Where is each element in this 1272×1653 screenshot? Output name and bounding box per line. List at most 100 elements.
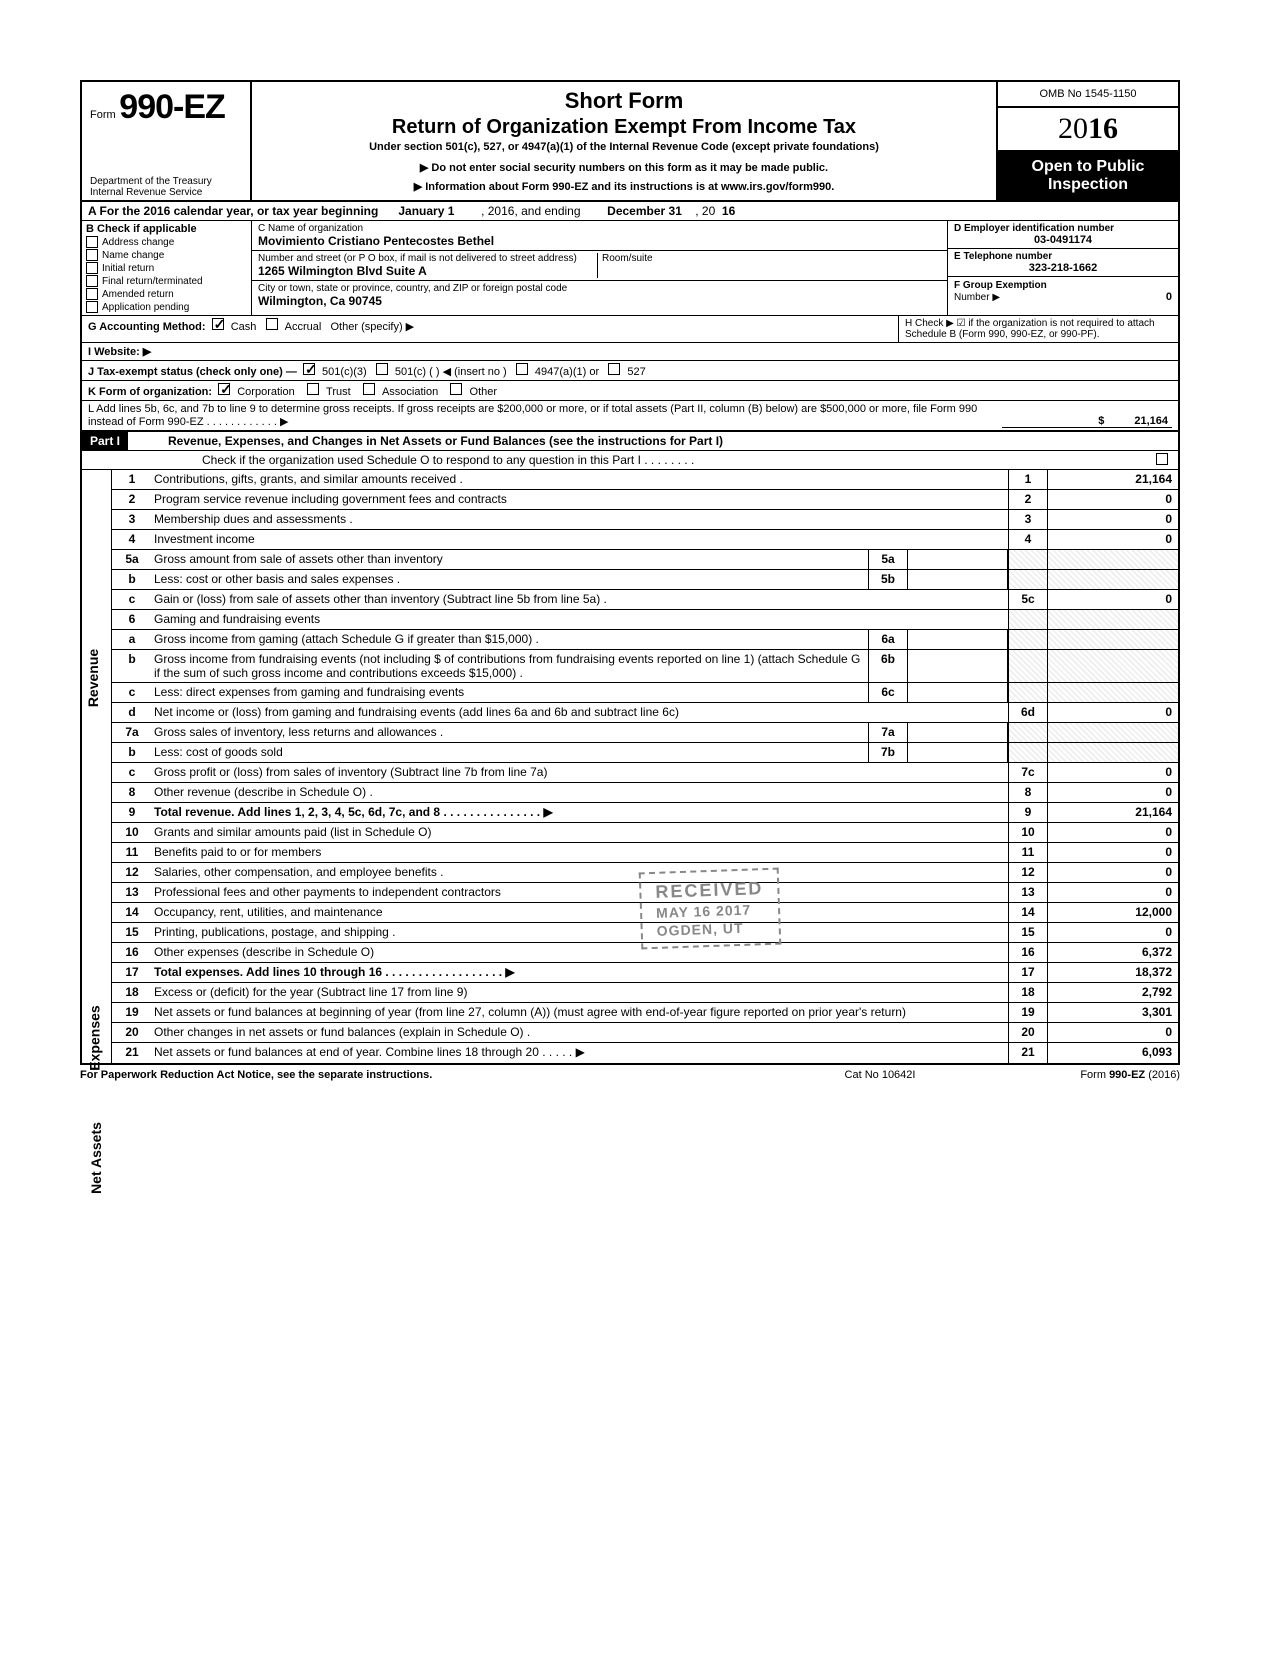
line-12: 12Salaries, other compensation, and empl… xyxy=(112,863,1178,883)
gross-receipts: 21,164 xyxy=(1134,415,1168,427)
right-num: 19 xyxy=(1008,1003,1048,1022)
line-num: 16 xyxy=(112,943,152,962)
line-num: 17 xyxy=(112,963,152,982)
right-num: 10 xyxy=(1008,823,1048,842)
right-val: 18,372 xyxy=(1048,963,1178,982)
right-num-shaded xyxy=(1008,743,1048,762)
line-17: 17Total expenses. Add lines 10 through 1… xyxy=(112,963,1178,983)
line-a: A For the 2016 calendar year, or tax yea… xyxy=(80,202,1180,221)
right-num: 1 xyxy=(1008,470,1048,489)
line-text: Total revenue. Add lines 1, 2, 3, 4, 5c,… xyxy=(152,803,1008,822)
right-num: 11 xyxy=(1008,843,1048,862)
cb-other-org[interactable] xyxy=(450,383,462,395)
line-text: Membership dues and assessments . xyxy=(152,510,1008,529)
section-c: C Name of organizationMovimiento Cristia… xyxy=(252,221,948,315)
right-val: 2,792 xyxy=(1048,983,1178,1002)
omb-number: OMB No 1545-1150 xyxy=(998,82,1178,108)
cb-initial-return[interactable]: Initial return xyxy=(86,262,247,274)
cb-cash[interactable] xyxy=(212,318,224,330)
line-8: 8Other revenue (describe in Schedule O) … xyxy=(112,783,1178,803)
cb-schedule-o[interactable] xyxy=(1156,453,1168,465)
mid-val xyxy=(908,570,1008,589)
line-text: Other expenses (describe in Schedule O) xyxy=(152,943,1008,962)
org-name: Movimiento Cristiano Pentecostes Bethel xyxy=(258,234,941,248)
line-num: 10 xyxy=(112,823,152,842)
line-6: 6Gaming and fundraising events xyxy=(112,610,1178,630)
line-text: Gross income from fundraising events (no… xyxy=(152,650,868,682)
line-text: Total expenses. Add lines 10 through 16 … xyxy=(152,963,1008,982)
right-val: 3,301 xyxy=(1048,1003,1178,1022)
line-num: 3 xyxy=(112,510,152,529)
form-header: Form 990-EZ Department of the Treasury I… xyxy=(80,80,1180,202)
mid-num: 6c xyxy=(868,683,908,702)
org-city: Wilmington, Ca 90745 xyxy=(258,294,941,308)
cb-address-change[interactable]: Address change xyxy=(86,236,247,248)
cb-527[interactable] xyxy=(608,363,620,375)
right-num-shaded xyxy=(1008,723,1048,742)
line-num: 12 xyxy=(112,863,152,882)
right-num: 6d xyxy=(1008,703,1048,722)
cb-final-return[interactable]: Final return/terminated xyxy=(86,275,247,287)
right-val: 0 xyxy=(1048,763,1178,782)
line-text: Excess or (deficit) for the year (Subtra… xyxy=(152,983,1008,1002)
right-val-shaded xyxy=(1048,570,1178,589)
line-num: 19 xyxy=(112,1003,152,1022)
line-text: Other changes in net assets or fund bala… xyxy=(152,1023,1008,1042)
row-l: L Add lines 5b, 6c, and 7b to line 9 to … xyxy=(80,401,1180,432)
mid-num: 6a xyxy=(868,630,908,649)
line-num: 6 xyxy=(112,610,152,629)
right-num: 12 xyxy=(1008,863,1048,882)
line-text: Net income or (loss) from gaming and fun… xyxy=(152,703,1008,722)
org-street: 1265 Wilmington Blvd Suite A xyxy=(258,264,597,278)
right-num: 8 xyxy=(1008,783,1048,802)
header-center: Short Form Return of Organization Exempt… xyxy=(252,82,998,200)
telephone: 323-218-1662 xyxy=(954,262,1172,274)
line-4: 4Investment income40 xyxy=(112,530,1178,550)
cb-amended[interactable]: Amended return xyxy=(86,288,247,300)
line-11: 11Benefits paid to or for members110 xyxy=(112,843,1178,863)
cb-501c[interactable] xyxy=(376,363,388,375)
line-15: 15Printing, publications, postage, and s… xyxy=(112,923,1178,943)
line-num: 4 xyxy=(112,530,152,549)
line-text: Gross amount from sale of assets other t… xyxy=(152,550,868,569)
line-num: 18 xyxy=(112,983,152,1002)
cb-4947[interactable] xyxy=(516,363,528,375)
row-k: K Form of organization: Corporation Trus… xyxy=(80,381,1180,401)
form-number: 990-EZ xyxy=(119,88,225,126)
line-num: 13 xyxy=(112,883,152,902)
right-num: 3 xyxy=(1008,510,1048,529)
right-val-shaded xyxy=(1048,630,1178,649)
right-num-shaded xyxy=(1008,683,1048,702)
note-ssn: Do not enter social security numbers on … xyxy=(262,161,986,174)
right-val: 0 xyxy=(1048,1023,1178,1042)
line-19: 19Net assets or fund balances at beginni… xyxy=(112,1003,1178,1023)
line-6a: aGross income from gaming (attach Schedu… xyxy=(112,630,1178,650)
right-val: 0 xyxy=(1048,703,1178,722)
line-text: Investment income xyxy=(152,530,1008,549)
cb-name-change[interactable]: Name change xyxy=(86,249,247,261)
right-num: 9 xyxy=(1008,803,1048,822)
right-val: 6,372 xyxy=(1048,943,1178,962)
right-val: 0 xyxy=(1048,530,1178,549)
line-14: 14Occupancy, rent, utilities, and mainte… xyxy=(112,903,1178,923)
header-left: Form 990-EZ Department of the Treasury I… xyxy=(82,82,252,200)
cb-assoc[interactable] xyxy=(363,383,375,395)
right-val: 0 xyxy=(1048,783,1178,802)
right-val: 0 xyxy=(1048,843,1178,862)
line-num: c xyxy=(112,683,152,702)
cb-corp[interactable] xyxy=(218,383,230,395)
line-num: b xyxy=(112,650,152,682)
form-prefix: Form xyxy=(90,109,116,121)
cb-accrual[interactable] xyxy=(266,318,278,330)
right-val-shaded xyxy=(1048,683,1178,702)
note-info: Information about Form 990-EZ and its in… xyxy=(262,180,986,193)
line-num: b xyxy=(112,570,152,589)
line-5a: 5aGross amount from sale of assets other… xyxy=(112,550,1178,570)
cb-trust[interactable] xyxy=(307,383,319,395)
right-num: 18 xyxy=(1008,983,1048,1002)
cb-501c3[interactable] xyxy=(303,363,315,375)
right-val: 0 xyxy=(1048,510,1178,529)
right-num: 16 xyxy=(1008,943,1048,962)
cb-app-pending[interactable]: Application pending xyxy=(86,301,247,313)
right-val: 21,164 xyxy=(1048,470,1178,489)
